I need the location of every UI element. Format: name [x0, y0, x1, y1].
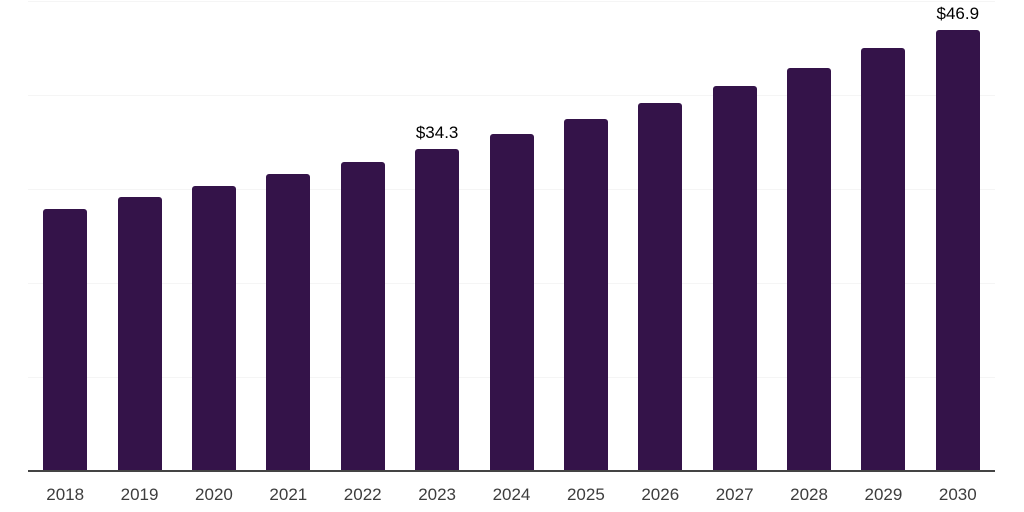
x-axis-tick-label: 2020: [195, 485, 233, 504]
bar-value-label: $46.9: [936, 4, 980, 24]
bar-2020: [191, 186, 236, 471]
gridline: [28, 95, 995, 96]
bar-2025: [563, 118, 608, 471]
gridline: [28, 1, 995, 2]
x-axis-tick-label: 2019: [120, 485, 159, 504]
x-axis-tick-label: 2027: [715, 485, 754, 504]
x-axis-tick-label: 2021: [269, 485, 308, 504]
x-axis-tick-label: 2026: [641, 485, 680, 504]
bar-2028: [787, 67, 832, 471]
x-axis-tick-label: 2028: [790, 485, 828, 504]
bar-value-label: $34.3: [415, 122, 459, 142]
x-axis-tick-label: 2023: [418, 485, 457, 504]
x-axis-line: [28, 470, 995, 472]
bar-2027: [712, 85, 757, 471]
bar-2021: [266, 173, 311, 471]
bar-2029: [861, 48, 906, 471]
x-axis-tick-label: 2024: [492, 485, 531, 504]
bar-2026: [638, 102, 683, 471]
x-axis-tick-label: 2018: [46, 485, 85, 504]
bar-2018: [43, 208, 88, 471]
x-axis-tick-label: 2022: [343, 485, 382, 504]
x-axis-tick-label: 2029: [864, 485, 903, 504]
x-axis-tick-label: 2025: [566, 485, 605, 504]
bar-2023: [415, 148, 460, 471]
bar-2022: [340, 161, 385, 471]
bar-2024: [489, 133, 534, 471]
x-axis-tick-label: 2030: [938, 485, 977, 504]
bar-2030: [935, 30, 980, 471]
bar-2019: [117, 197, 162, 471]
